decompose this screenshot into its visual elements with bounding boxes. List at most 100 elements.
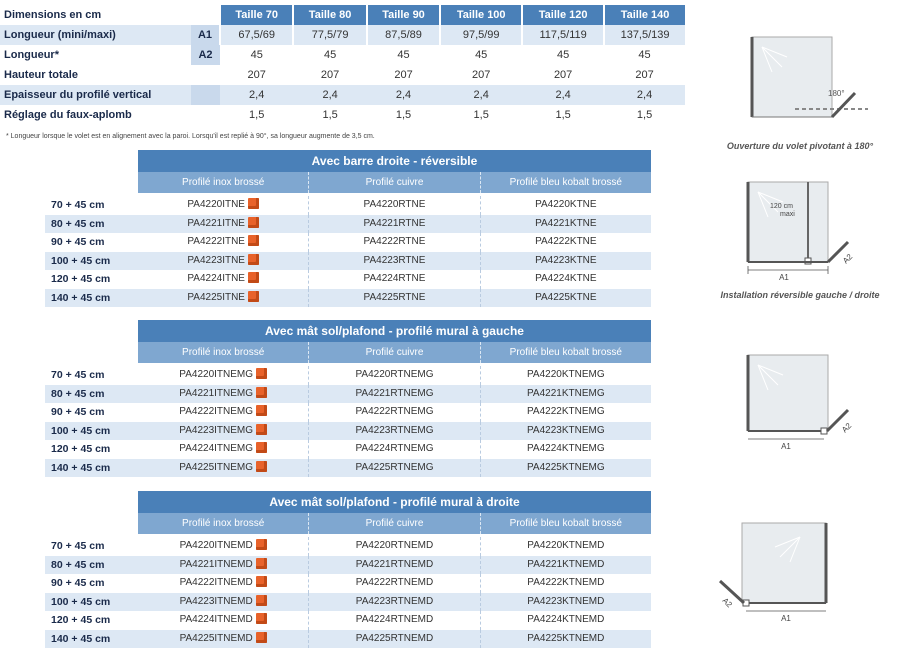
dimension-value: 45 [250,49,263,61]
reference-cell: PA4224RTNEMG [308,440,479,459]
table-row: 70 + 45 cm PA4220ITNEMG PA4220RTNEMG PA4220… [45,366,651,385]
product-table-columns: Profilé inox brossé Profilé cuivre Profilé… [138,513,651,534]
reference-code: PA4223KTNE [535,254,597,266]
package-box-icon [255,539,267,550]
dimension-row: Longueur (mini/maxi) A1 67,5/69 77,5/79 … [0,25,685,45]
package-box-icon [247,235,259,246]
dimension-value: 207 [635,69,654,81]
reference-code: PA4225ITNEMD [179,632,253,644]
dimension-label: Hauteur totale [4,69,78,81]
package-box-icon [256,442,268,453]
column-header: Profilé cuivre [308,513,479,534]
reference-code: PA4222RTNE [363,236,426,247]
footnote: * Longueur lorsque le volet est en align… [6,133,375,140]
column-header: Profilé inox brossé [182,518,265,529]
size-label: 100 + 45 cm [51,424,111,437]
package-box-icon [247,253,259,265]
reference-code: PA4221KTNE [535,217,597,229]
reference-code: PA4224KTNEMG [527,443,605,454]
reference-cell: PA4225KTNEMD [479,629,651,648]
reference-cell: PA4220ITNEMD [138,537,308,556]
dimension-row: Hauteur totale 207 207 207 207 207 207 [0,65,685,85]
reference-cell: PA4223ITNEMD [138,593,308,612]
table-row: 100 + 45 cm PA4223ITNEMG PA4223RTNEMG PA422… [45,421,651,440]
reference-code: PA4220ITNE [187,199,245,210]
column-header: Profilé bleu kobalt brossé [479,342,651,363]
dimension-code [191,65,220,85]
table-row: 80 + 45 cm PA4221ITNE PA4221RTNE PA4221KTNE [45,214,651,234]
reference-cell: PA4222RTNEMG [308,403,479,422]
column-header: Profilé inox brossé [182,177,265,188]
reference-code: PA4223ITNE [187,254,245,266]
table-row: 100 + 45 cm PA4223ITNE PA4223RTNE PA4223KTN… [45,251,651,270]
reference-code: PA4224RTNE [363,273,426,284]
dimensions-header-label: Dimensions en cm [4,9,102,21]
dimension-label: Longueur (mini/maxi) [0,25,191,45]
reference-code: PA4225ITNE [187,291,245,303]
reference-cell: PA4224KTNEMG [479,440,651,459]
reference-code: PA4224ITNE [187,273,245,284]
reference-cell: PA4223KTNEMG [479,421,651,440]
reference-cell: PA4225ITNE [138,289,308,308]
reference-cell: PA4221RTNE [308,214,479,233]
table-row: 90 + 45 cm PA4222ITNE PA4222RTNE PA4222KTNE [45,233,651,252]
package-box-icon [247,272,259,283]
dimension-row: Epaisseur du profilé vertical 2,4 2,4 2,… [0,85,685,105]
reference-cell: PA4221RTNEMG [308,384,479,403]
size-label: 140 + 45 cm [51,291,111,304]
reference-cell: PA4222KTNEMG [479,403,651,422]
size-header: Taille 140 [603,5,685,25]
column-header: Profilé bleu kobalt brossé [479,172,651,193]
package-box-icon [256,405,268,416]
diagram-mural-gauche: A1 A2 [746,354,854,451]
size-label: 90 + 45 cm [51,577,105,589]
reference-cell: PA4221KTNEMG [479,384,651,403]
package-box-icon [256,386,268,398]
reference-cell: PA4220KTNEMG [479,366,651,385]
reference-cell: PA4224KTNEMD [479,611,651,630]
table-row: 70 + 45 cm PA4220ITNE PA4220RTNE PA4220KTNE [45,196,651,215]
product-table-columns: Profilé inox brossé Profilé cuivre Profilé… [138,342,651,363]
table-row: 70 + 45 cm PA4220ITNEMD PA4220RTNEMD PA4220… [45,537,651,556]
reference-code: PA4222KTNEMD [527,577,605,588]
dimension-value: 117,5/119 [521,25,605,45]
dimension-value: 45 [638,49,651,61]
dimensions-table: Dimensions en cm Taille 70 Taille 80 Tai… [0,5,685,125]
reference-code: PA4224ITNEMG [179,443,254,454]
diagram-pivot-180: 180° Ouverture du volet pivotant à 180° [727,36,873,151]
size-label: 100 + 45 cm [51,254,111,267]
reference-cell: PA4221ITNE [138,215,308,234]
dimension-value: 1,5 [249,109,265,121]
reference-code: PA4225KTNEMD [527,632,605,644]
size-label: 140 + 45 cm [51,461,111,474]
dimension-value: 1,5 [636,109,653,121]
product-table-title: Avec mât sol/plafond - profilé mural à g… [138,320,651,342]
reference-code: PA4221KTNEMG [527,387,605,399]
reference-code: PA4223RTNEMG [355,424,434,436]
reference-code: PA4220RTNE [363,199,426,210]
dimension-label: Réglage du faux-aplomb [4,109,132,121]
column-header: Profilé bleu kobalt brossé [479,513,651,534]
reference-code: PA4221RTNE [363,217,426,229]
dimension-value: 1,5 [555,109,571,121]
diagram-reversible: 120 cm maxi A1 A2 Installation réversibl… [720,181,880,300]
reference-cell: PA4224ITNEMD [138,611,308,630]
dimension-value: 207 [394,69,413,81]
reference-code: PA4223ITNEMD [179,595,253,607]
reference-cell: PA4222RTNEMD [308,574,479,593]
size-label: 70 + 45 cm [51,369,105,381]
reference-cell: PA4220ITNE [138,196,308,215]
dimension-value: 207 [553,69,573,81]
a2-label: A2 [841,252,855,266]
reference-code: PA4221RTNEMD [355,558,434,570]
size-label: 90 + 45 cm [51,236,105,248]
dimension-value: 45 [397,49,410,61]
reference-code: PA4225RTNE [363,291,426,303]
size-label: 120 + 45 cm [51,443,111,455]
table-row: 80 + 45 cm PA4221ITNEMG PA4221RTNEMG PA4221… [45,384,651,403]
diagram-mural-droite: A1 A2 [718,522,828,623]
dimension-label: Epaisseur du profilé vertical [0,85,191,105]
reference-code: PA4223RTNEMD [355,595,434,607]
reference-code: PA4222KTNEMG [527,406,605,417]
reference-cell: PA4225KTNEMG [479,458,651,477]
